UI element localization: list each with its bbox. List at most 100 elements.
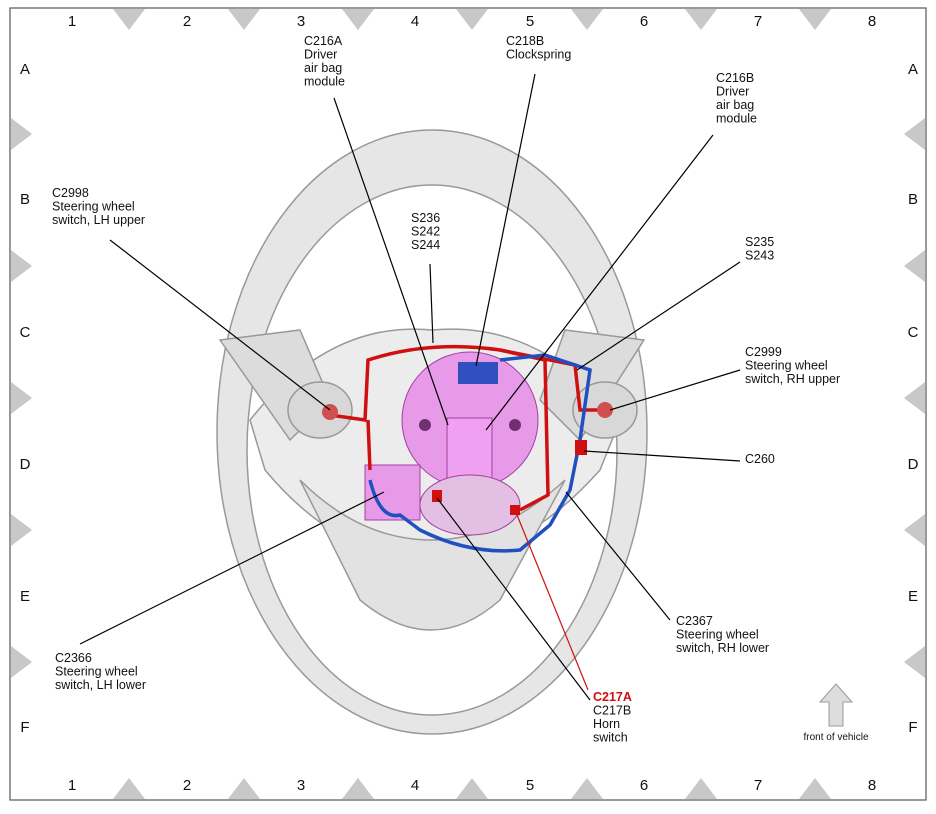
leader-line bbox=[609, 369, 741, 411]
callout-text: Steering wheel bbox=[52, 200, 135, 214]
triangle bbox=[904, 646, 925, 678]
row-label: B bbox=[908, 191, 918, 208]
callout-text: C2998 bbox=[52, 186, 89, 200]
triangle bbox=[456, 9, 488, 30]
row-label: E bbox=[20, 588, 30, 605]
row-label: D bbox=[20, 456, 31, 473]
triangle bbox=[11, 382, 32, 414]
triangle bbox=[685, 778, 717, 799]
column-label: 1 bbox=[68, 13, 76, 30]
triangle bbox=[228, 9, 260, 30]
column-label: 4 bbox=[411, 13, 419, 30]
callout-text: Driver bbox=[304, 48, 337, 62]
leader-line bbox=[109, 239, 331, 411]
triangle bbox=[904, 250, 925, 282]
leader-line bbox=[514, 509, 589, 691]
callout-text: S244 bbox=[411, 238, 440, 252]
callout-text: C218B bbox=[506, 34, 544, 48]
row-label: A bbox=[20, 61, 30, 78]
triangle bbox=[799, 778, 831, 799]
leader-line bbox=[429, 263, 434, 344]
callout-text: C2366 bbox=[55, 651, 92, 665]
callout-text: Steering wheel bbox=[745, 359, 828, 373]
triangle bbox=[342, 778, 374, 799]
leader-lines bbox=[79, 73, 741, 701]
callout-text: air bag bbox=[304, 61, 342, 75]
callout-text: C217B bbox=[593, 704, 631, 718]
leader-line bbox=[436, 497, 591, 701]
column-label: 7 bbox=[754, 777, 762, 794]
row-label: F bbox=[20, 719, 29, 736]
callout-text: C2367 bbox=[676, 614, 713, 628]
triangle bbox=[11, 646, 32, 678]
triangle bbox=[11, 250, 32, 282]
callout-text: module bbox=[716, 112, 757, 126]
column-label: 5 bbox=[526, 13, 534, 30]
column-label: 2 bbox=[183, 13, 191, 30]
triangle bbox=[11, 118, 32, 150]
callout-text: S236 bbox=[411, 211, 440, 225]
triangle bbox=[685, 9, 717, 30]
callout-text: air bag bbox=[716, 98, 754, 112]
column-label: 7 bbox=[754, 13, 762, 30]
callout-text: Horn bbox=[593, 717, 620, 731]
callout-text: switch bbox=[593, 731, 628, 745]
callout-text: S235 bbox=[745, 235, 774, 249]
triangle bbox=[113, 9, 145, 30]
leader-line bbox=[576, 261, 741, 371]
triangle bbox=[456, 778, 488, 799]
column-label: 6 bbox=[640, 777, 648, 794]
leader-line bbox=[79, 491, 385, 645]
triangle bbox=[228, 778, 260, 799]
column-label: 8 bbox=[868, 777, 876, 794]
row-label: F bbox=[908, 719, 917, 736]
callout-text: C2999 bbox=[745, 345, 782, 359]
triangle bbox=[799, 9, 831, 30]
callout-text: S243 bbox=[745, 249, 774, 263]
triangle bbox=[904, 514, 925, 546]
triangle bbox=[113, 778, 145, 799]
column-label: 1 bbox=[68, 777, 76, 794]
leader-line bbox=[565, 491, 671, 621]
leader-line bbox=[583, 450, 741, 462]
wiring bbox=[322, 344, 613, 553]
direction-label: front of vehicle bbox=[803, 732, 868, 743]
callout-text: switch, LH upper bbox=[52, 213, 145, 227]
callout-text: Steering wheel bbox=[676, 628, 759, 642]
callout-text: Clockspring bbox=[506, 48, 571, 62]
triangle bbox=[571, 778, 603, 799]
column-label: 2 bbox=[183, 777, 191, 794]
column-label: 6 bbox=[640, 13, 648, 30]
callout-text: C216A bbox=[304, 34, 343, 48]
column-label: 3 bbox=[297, 777, 305, 794]
callout-text: S242 bbox=[411, 225, 440, 239]
triangle bbox=[571, 9, 603, 30]
front-arrow bbox=[818, 683, 854, 727]
row-label: D bbox=[908, 456, 919, 473]
triangle bbox=[11, 514, 32, 546]
row-label: B bbox=[20, 191, 30, 208]
callout-text: module bbox=[304, 75, 345, 89]
triangle bbox=[342, 9, 374, 30]
column-label: 5 bbox=[526, 777, 534, 794]
border-triangles bbox=[11, 9, 925, 799]
leader-line bbox=[475, 73, 536, 367]
triangle bbox=[904, 382, 925, 414]
callout-text: switch, RH upper bbox=[745, 372, 840, 386]
callout-text: C217A bbox=[593, 690, 632, 704]
clockspring bbox=[364, 351, 539, 536]
callout-text: switch, LH lower bbox=[55, 678, 146, 692]
column-label: 8 bbox=[868, 13, 876, 30]
callout-text: switch, RH lower bbox=[676, 641, 769, 655]
callout-text: Driver bbox=[716, 85, 749, 99]
row-label: C bbox=[908, 324, 919, 341]
triangle bbox=[904, 118, 925, 150]
row-label: A bbox=[908, 61, 918, 78]
row-label: E bbox=[908, 588, 918, 605]
row-label: C bbox=[20, 324, 31, 341]
leader-line bbox=[485, 134, 714, 431]
leader-line bbox=[333, 97, 449, 426]
callout-text: Steering wheel bbox=[55, 665, 138, 679]
callout-text: C216B bbox=[716, 71, 754, 85]
